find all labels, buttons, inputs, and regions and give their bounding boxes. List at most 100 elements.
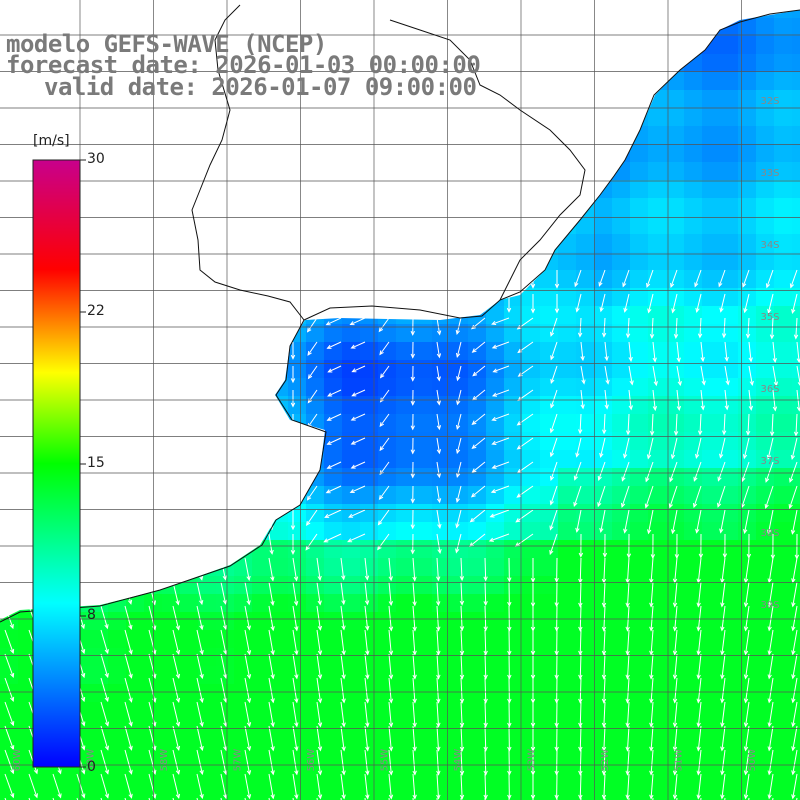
speed-cell: [612, 270, 630, 288]
wind-arrow: [764, 485, 774, 509]
speed-cell: [702, 234, 720, 252]
wind-arrow: [550, 341, 558, 361]
speed-cell: [774, 486, 792, 504]
wind-arrow: [695, 509, 702, 534]
speed-cell: [522, 666, 540, 684]
wind-arrow: [672, 629, 678, 656]
wind-arrow: [788, 485, 798, 510]
speed-cell: [774, 306, 792, 324]
wind-arrow: [324, 509, 342, 518]
speed-cell: [738, 90, 756, 108]
speed-cell: [522, 684, 540, 702]
speed-cell: [558, 612, 576, 630]
wind-arrow: [483, 581, 488, 607]
speed-cell: [324, 540, 342, 558]
colorbar: [32, 159, 81, 768]
speed-cell: [612, 738, 630, 756]
wind-arrow: [672, 653, 678, 680]
wind-arrow: [578, 413, 583, 435]
speed-cell: [612, 468, 630, 486]
speed-cell: [702, 360, 720, 378]
wind-arrow: [743, 509, 750, 535]
speed-cell: [774, 774, 792, 792]
speed-cell: [378, 630, 396, 648]
speed-cell: [270, 774, 288, 792]
speed-cell: [576, 342, 594, 360]
speed-cell: [666, 162, 684, 180]
wind-arrow: [340, 557, 346, 581]
wind-arrow: [4, 629, 15, 654]
speed-cell: [288, 774, 306, 792]
speed-cell: [792, 540, 800, 558]
wind-arrow: [672, 581, 678, 608]
wind-arrow: [28, 773, 38, 799]
wind-arrow: [649, 677, 654, 704]
wind-arrow: [340, 677, 346, 704]
speed-cell: [738, 108, 756, 126]
speed-cell: [702, 180, 720, 198]
speed-cell: [630, 468, 648, 486]
wind-arrow: [436, 701, 441, 728]
speed-cell: [702, 144, 720, 162]
speed-cell: [792, 108, 800, 126]
speed-cell: [234, 792, 252, 800]
speed-cell: [252, 774, 270, 792]
speed-cell: [576, 216, 594, 234]
speed-cell: [774, 72, 792, 90]
wind-arrow: [601, 629, 607, 656]
speed-cell: [774, 684, 792, 702]
wind-arrow: [436, 485, 442, 504]
speed-cell: [594, 666, 612, 684]
speed-cell: [738, 162, 756, 180]
speed-cell: [774, 360, 792, 378]
speed-cell: [432, 522, 450, 540]
speed-cell: [414, 630, 432, 648]
speed-cell: [270, 558, 288, 576]
wind-arrow: [649, 653, 654, 680]
speed-cell: [414, 324, 432, 342]
speed-cell: [792, 522, 800, 540]
speed-cell: [522, 504, 540, 522]
speed-cell: [720, 234, 738, 252]
speed-cell: [540, 540, 558, 558]
speed-cell: [756, 324, 774, 342]
speed-cell: [612, 558, 630, 576]
speed-cell: [18, 774, 36, 792]
speed-cell: [378, 540, 396, 558]
speed-cell: [666, 720, 684, 738]
speed-cell: [540, 450, 558, 468]
speed-cell: [180, 684, 198, 702]
wind-arrow: [124, 701, 133, 727]
wind-arrow: [625, 581, 630, 608]
speed-cell: [630, 702, 648, 720]
speed-cell: [684, 162, 702, 180]
wind-arrow: [649, 605, 654, 632]
speed-cell: [414, 468, 432, 486]
wind-arrow: [554, 294, 560, 314]
wind-arrow: [349, 317, 366, 326]
speed-cell: [648, 594, 666, 612]
speed-cell: [702, 270, 720, 288]
speed-cell: [594, 396, 612, 414]
speed-cell: [558, 648, 576, 666]
speed-cell: [324, 774, 342, 792]
speed-cell: [720, 414, 738, 432]
speed-cell: [216, 720, 234, 738]
wind-arrow: [364, 677, 370, 704]
speed-cell: [738, 486, 756, 504]
wind-arrow: [436, 749, 441, 776]
speed-cell: [540, 612, 558, 630]
wind-arrow: [767, 677, 774, 704]
speed-cell: [486, 450, 504, 468]
speed-cell: [18, 792, 36, 800]
wind-arrow: [507, 581, 512, 607]
wind-arrow: [436, 461, 442, 479]
speed-cell: [126, 792, 144, 800]
speed-cell: [378, 612, 396, 630]
wind-arrow: [623, 293, 630, 313]
wind-arrow: [672, 701, 678, 728]
speed-cell: [576, 396, 594, 414]
wind-arrow: [325, 317, 342, 326]
speed-cell: [540, 774, 558, 792]
